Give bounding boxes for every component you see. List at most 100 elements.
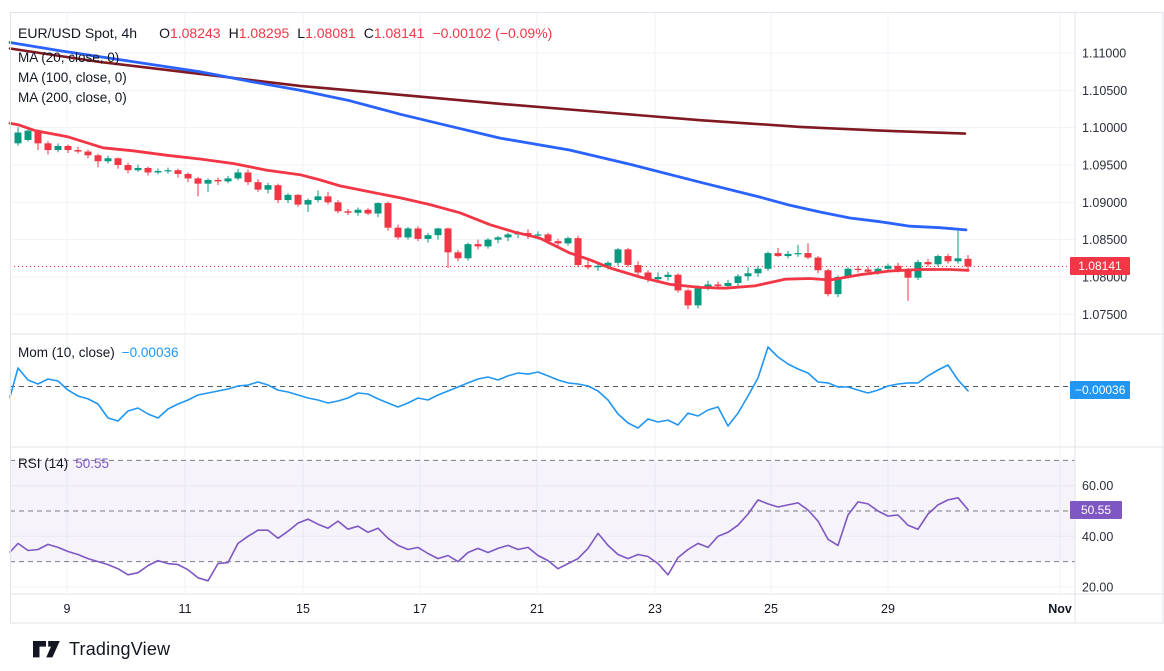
candle	[764, 253, 772, 269]
tradingview-logo-icon	[33, 640, 60, 657]
rsi-value-badge: 50.55	[1070, 501, 1122, 519]
momentum-value-badge: −0.00036	[1070, 381, 1131, 399]
candle	[414, 228, 422, 239]
candle	[314, 196, 322, 201]
candle	[94, 155, 102, 162]
candle	[744, 273, 752, 277]
momentum-legend-label: Mom (10, close)	[18, 345, 115, 360]
candle	[194, 178, 202, 184]
candle	[284, 194, 292, 201]
momentum-legend[interactable]: Mom (10, close) −0.00036	[18, 345, 178, 360]
price-axis-label: 1.11000	[1082, 47, 1126, 61]
candle	[114, 158, 122, 165]
candle	[664, 274, 672, 277]
candle	[634, 265, 642, 273]
candle	[884, 265, 892, 269]
candle	[134, 167, 142, 171]
candle	[254, 182, 262, 190]
candle	[154, 170, 162, 173]
candle	[304, 200, 312, 205]
ma200-legend[interactable]: MA (200, close, 0)	[18, 90, 127, 105]
low-value: 1.08081	[305, 25, 356, 41]
candle	[394, 227, 402, 238]
candle	[704, 284, 712, 287]
candle	[474, 244, 482, 247]
candle	[364, 209, 372, 214]
candle	[734, 276, 742, 283]
candle	[404, 228, 412, 238]
candle	[264, 185, 272, 190]
candle	[624, 249, 632, 266]
candle	[834, 276, 842, 295]
candle	[124, 164, 132, 171]
candle	[654, 276, 662, 280]
candle	[674, 274, 682, 291]
tradingview-logo-text: TradingView	[69, 638, 171, 659]
candle	[594, 265, 602, 268]
rsi-axis-label: 20.00	[1082, 580, 1113, 594]
candle	[494, 237, 502, 240]
time-axis[interactable]: 9 11 15 17 21 23 25 29 Nov	[64, 602, 1072, 616]
chart-widget: 1.11000 1.10500 1.10000 1.09500 1.09000 1.085…	[0, 0, 1164, 624]
candle	[534, 234, 542, 236]
gridlines-layer	[10, 12, 1075, 594]
chart-frame	[10, 12, 1164, 624]
candle	[864, 269, 872, 272]
price-axis-label: 1.07500	[1082, 308, 1127, 322]
candle	[544, 234, 552, 242]
time-axis-label: 29	[881, 602, 895, 616]
rsi-axis-label: 40.00	[1082, 530, 1113, 544]
candle	[64, 145, 72, 151]
chart-header: EUR/USD Spot, 4h O1.08243 H1.08295 L1.08081…	[18, 25, 552, 41]
candle	[464, 244, 472, 259]
candle	[684, 290, 692, 306]
ma100-legend[interactable]: MA (100, close, 0)	[18, 70, 127, 85]
ma20-line	[8, 121, 970, 290]
time-axis-label: 21	[530, 602, 544, 616]
candle	[184, 173, 192, 179]
time-axis-label: 25	[764, 602, 778, 616]
candle	[224, 178, 232, 182]
candle	[754, 268, 762, 274]
low-label: L	[297, 25, 306, 41]
open-value: 1.08243	[169, 25, 221, 41]
candle	[934, 256, 942, 265]
rsi-legend-value: 50.55	[75, 456, 110, 471]
footer-branding[interactable]: TradingView	[33, 636, 170, 662]
high-label: H	[228, 25, 239, 41]
time-axis-label: 23	[648, 602, 662, 616]
candle	[944, 256, 952, 262]
candle	[274, 185, 282, 201]
candle	[694, 286, 702, 306]
candle	[204, 179, 212, 184]
candle	[504, 234, 512, 238]
high-value: 1.08295	[238, 25, 290, 41]
chart-canvas[interactable]: 1.11000 1.10500 1.10000 1.09500 1.09000 1.085…	[0, 0, 1164, 624]
candle	[484, 239, 492, 247]
symbol-title[interactable]: EUR/USD Spot, 4h	[18, 25, 138, 41]
candle	[804, 253, 812, 258]
candle	[824, 270, 832, 295]
candle	[24, 130, 32, 140]
candle	[454, 252, 462, 259]
time-axis-label: Nov	[1048, 602, 1072, 616]
rsi-line	[9, 496, 969, 582]
candle	[384, 203, 392, 228]
candle	[844, 268, 852, 277]
candle	[554, 241, 562, 244]
candle	[44, 143, 52, 151]
open-label: O	[159, 25, 170, 41]
candle	[74, 150, 82, 152]
candle	[34, 130, 42, 144]
candle	[724, 282, 732, 286]
ma200-line	[8, 47, 967, 135]
close-value: 1.08141	[373, 25, 425, 41]
rsi-legend-label: RSI (14)	[18, 456, 69, 471]
time-axis-label: 15	[296, 602, 310, 616]
candle	[214, 179, 222, 182]
rsi-axis-label: 60.00	[1082, 479, 1113, 493]
candle	[84, 151, 92, 156]
rsi-legend[interactable]: RSI (14) 50.55	[18, 456, 109, 471]
price-axis-label: 1.09500	[1082, 158, 1127, 172]
ma20-legend[interactable]: MA (20, close, 0)	[18, 50, 120, 65]
